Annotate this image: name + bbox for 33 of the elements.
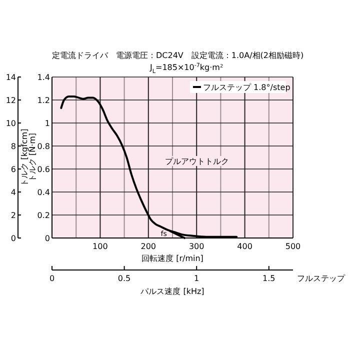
y2-tick-label: 4: [10, 188, 16, 197]
annotation: プルアウトトルク: [165, 157, 229, 166]
x-axis-title: 回転速度 [r/min]: [142, 254, 204, 263]
x2-axis-title: パルス速度 [kHz]: [140, 287, 204, 296]
x-tick-label: 200: [140, 242, 156, 251]
y2-tick-label: 10: [6, 118, 16, 128]
legend-label: フルステップ 1.8°/step: [203, 82, 290, 92]
y-tick-label: 0.6: [37, 164, 50, 174]
x-tick-label: 400: [237, 242, 252, 251]
y-tick-label: 0.8: [37, 142, 50, 151]
x-tick-label: 100: [92, 242, 108, 251]
y-tick-label: 0.4: [37, 188, 50, 197]
y-tick-label: 0: [44, 234, 50, 243]
chart-subtitle: J$_{L}$=185×10$^{-7}$kg·m²: [149, 62, 224, 75]
y-tick-label: 1: [44, 118, 50, 128]
text: フルステップ: [297, 274, 346, 283]
y2-axis-title: トルク [kgfcm]: [20, 128, 29, 186]
y2-tick-label: 0: [10, 234, 16, 243]
y2-tick-label: 14: [6, 72, 16, 82]
y-tick-label: 1.4: [37, 72, 50, 82]
x-tick-label: 500: [285, 242, 301, 251]
y2-tick-label: 8: [10, 142, 16, 151]
chart-title: 定電流ドライバ 電源電圧：DC24V 設定電流：1.0A/相(2相励磁時): [52, 51, 304, 60]
x2-tick-label: 1: [194, 274, 200, 283]
x-tick-label: 300: [188, 242, 204, 251]
y-tick-label: 0.2: [37, 210, 50, 220]
y2-tick-label: 2: [10, 210, 16, 220]
x2-tick-label: 1.5: [262, 274, 276, 283]
x2-tick-label: 0.5: [118, 274, 131, 283]
y2-tick-label: 12: [6, 96, 16, 105]
y-axis-title: トルク [N·m]: [28, 132, 37, 182]
y2-tick-label: 6: [10, 164, 16, 174]
y-tick-label: 1.2: [37, 96, 50, 105]
